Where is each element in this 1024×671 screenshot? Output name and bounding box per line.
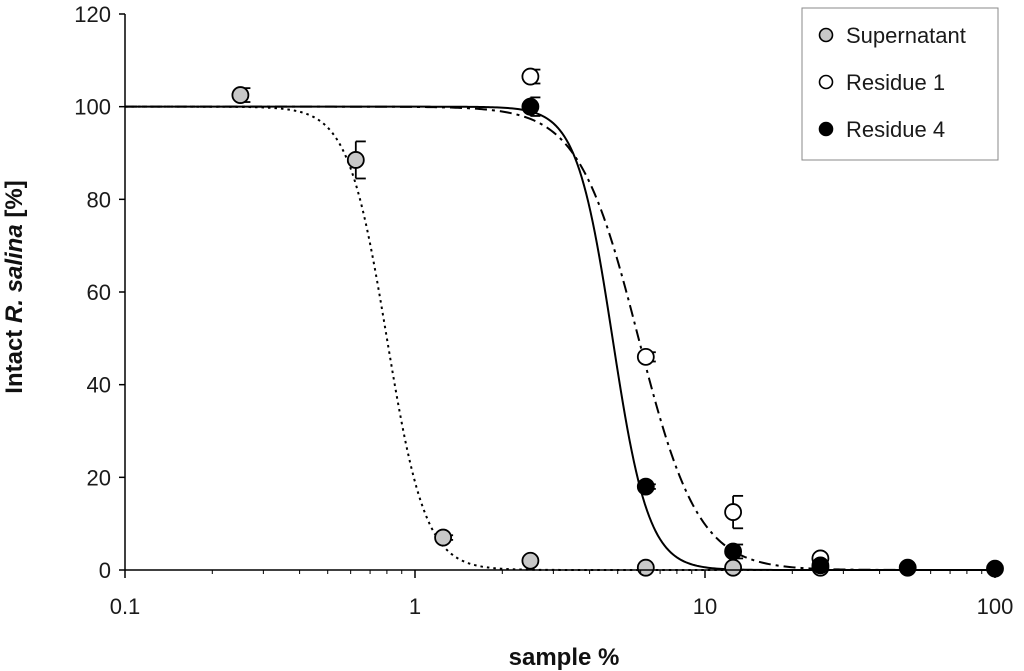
y-tick-label: 20 [87, 465, 111, 490]
y-axis-title-part: Intact [1, 323, 28, 394]
legend-box [801, 7, 999, 161]
y-tick-label: 40 [87, 373, 111, 398]
y-tick-labels: 0 20 40 60 80 100 120 [74, 2, 111, 583]
error-bars [239, 68, 744, 560]
y-tick-label: 120 [74, 2, 111, 27]
x-axis-title: sample % [509, 644, 620, 671]
legend-label-residue-1: Residue 1 [846, 70, 945, 95]
data-point-residue-4 [898, 558, 917, 577]
y-tick-label: 0 [99, 558, 111, 583]
y-axis-title-part: [%] [1, 180, 28, 224]
legend-label-residue-4: Residue 4 [846, 117, 945, 142]
x-tick-labels: 0.1 1 10 100 [110, 594, 1014, 619]
legend: Supernatant Residue 1 Residue 4 [801, 7, 999, 161]
data-point-supernatant [346, 151, 365, 169]
data-point-residue-4 [521, 97, 540, 116]
y-tick-label: 60 [87, 280, 111, 305]
legend-marker-supernatant [818, 27, 834, 43]
x-tick-label: 1 [409, 594, 421, 619]
x-tick-label: 100 [977, 594, 1014, 619]
fit-curve-supernatant [125, 105, 995, 571]
data-point-supernatant [231, 86, 250, 104]
x-tick-label: 10 [693, 594, 717, 619]
fit-curves [125, 105, 995, 571]
fit-curve-residue-1 [125, 105, 995, 571]
data-point-supernatant [636, 558, 655, 577]
x-tick-label: 0.1 [110, 594, 141, 619]
data-point-residue-4 [636, 477, 655, 496]
data-point-supernatant [724, 558, 743, 577]
legend-label-supernatant: Supernatant [846, 23, 966, 48]
y-tick-label: 100 [74, 95, 111, 120]
y-tick-label: 80 [87, 187, 111, 212]
data-point-residue-4 [724, 542, 743, 561]
data-point-supernatant [434, 528, 453, 547]
fit-curve-residue-4 [125, 105, 995, 571]
y-axis-title-italic: R. salina [1, 224, 28, 323]
data-point-residue-1 [636, 347, 655, 366]
data-point-residue-1 [724, 503, 743, 521]
data-point-residue-1 [521, 67, 540, 86]
data-point-residue-4 [811, 556, 830, 575]
legend-marker-residue-4 [818, 121, 834, 137]
y-axis-title: Intact R. salina [%] [1, 180, 28, 393]
data-point-supernatant [521, 551, 540, 570]
axes [119, 13, 996, 578]
legend-marker-residue-1 [818, 74, 834, 90]
